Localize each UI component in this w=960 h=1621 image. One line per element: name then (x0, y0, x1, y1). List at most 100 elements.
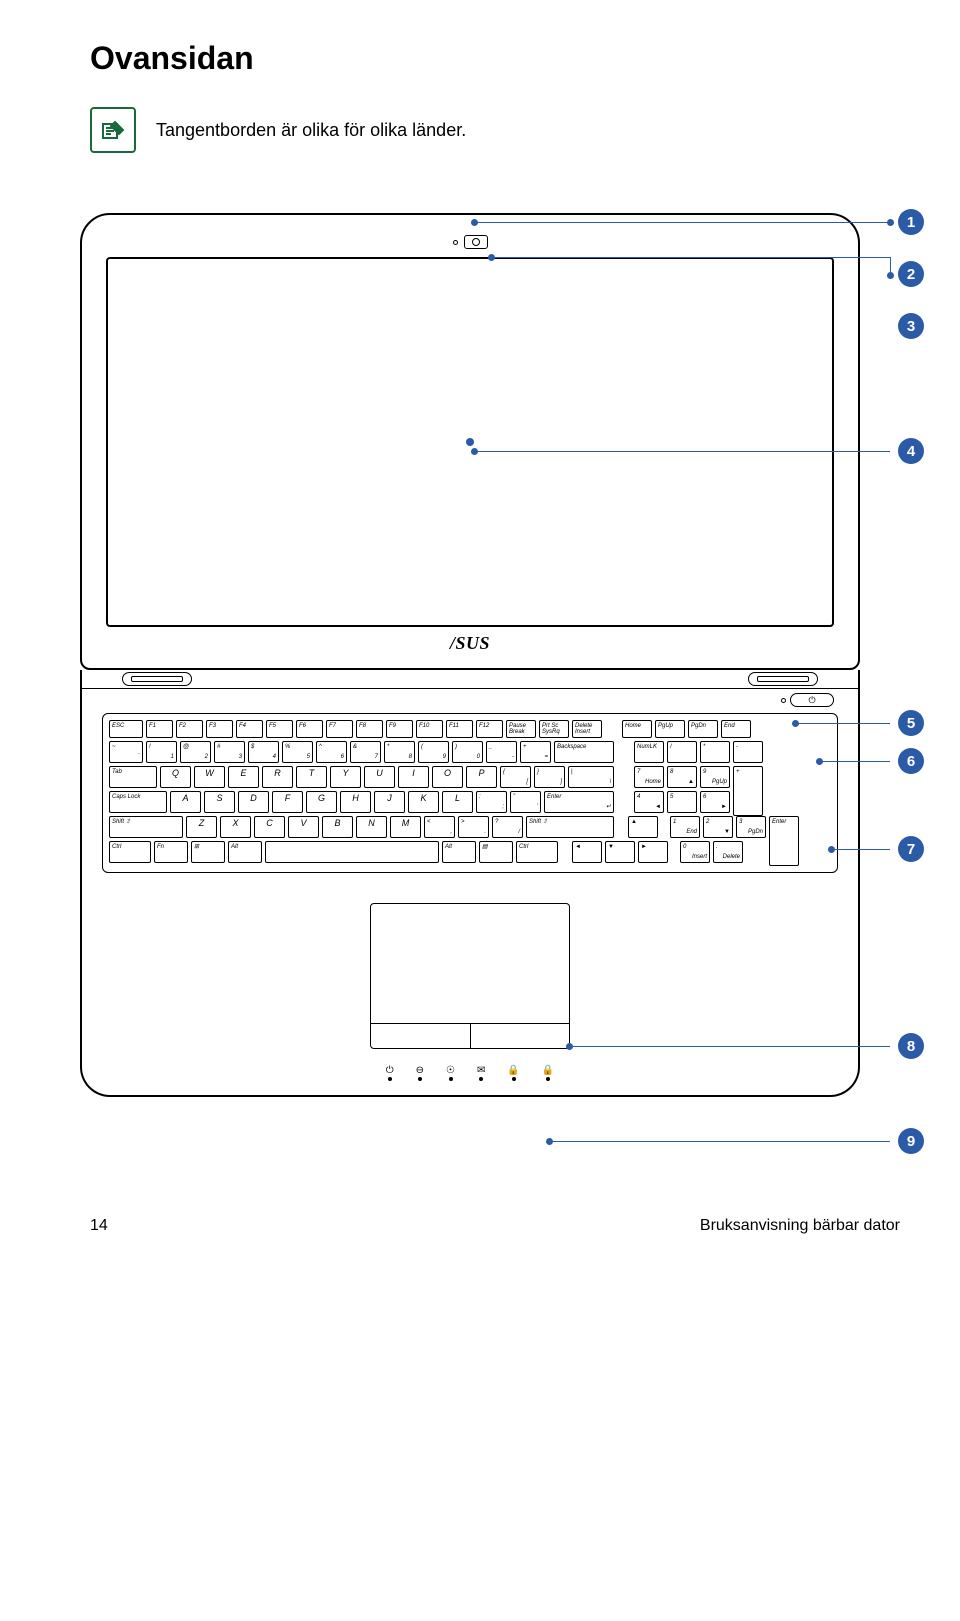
key[interactable]: N (356, 816, 387, 838)
key[interactable]: A (170, 791, 201, 813)
key[interactable]: F10 (416, 720, 443, 738)
key[interactable]: 1End (670, 816, 700, 838)
key[interactable]: F8 (356, 720, 383, 738)
key[interactable]: |\ (568, 766, 614, 788)
key[interactable]: %5 (282, 741, 313, 763)
key[interactable]: 6► (700, 791, 730, 813)
key[interactable]: Home (622, 720, 652, 738)
key[interactable]: T (296, 766, 327, 788)
key[interactable]: 7Home (634, 766, 664, 788)
key[interactable]: X (220, 816, 251, 838)
key[interactable]: F12 (476, 720, 503, 738)
key[interactable]: F5 (266, 720, 293, 738)
key[interactable]: ESC (109, 720, 143, 738)
key[interactable]: (9 (418, 741, 449, 763)
key[interactable]: End (721, 720, 751, 738)
key[interactable]: Prt ScSysRq (539, 720, 569, 738)
key[interactable]: Shift ⇧ (109, 816, 183, 838)
key[interactable]: #3 (214, 741, 245, 763)
key[interactable]: ▲ (628, 816, 658, 838)
key[interactable]: Y (330, 766, 361, 788)
key[interactable]: ◄ (572, 841, 602, 863)
key[interactable]: O (432, 766, 463, 788)
key[interactable]: K (408, 791, 439, 813)
key[interactable]: S (204, 791, 235, 813)
key[interactable]: Ctrl (516, 841, 558, 863)
key[interactable]: ⊞ (191, 841, 225, 863)
key[interactable]: H (340, 791, 371, 813)
key[interactable]: {[ (500, 766, 531, 788)
touchpad-left-button[interactable] (371, 1024, 471, 1048)
key[interactable]: W (194, 766, 225, 788)
key[interactable]: 8▲ (667, 766, 697, 788)
key[interactable]: J (374, 791, 405, 813)
key[interactable]: 3PgDn (736, 816, 766, 838)
key[interactable]: E (228, 766, 259, 788)
key[interactable]: L (442, 791, 473, 813)
key[interactable]: 4◄ (634, 791, 664, 813)
key[interactable]: $4 (248, 741, 279, 763)
key[interactable]: F1 (146, 720, 173, 738)
key[interactable]: ^6 (316, 741, 347, 763)
power-button[interactable] (790, 693, 834, 707)
key[interactable]: _- (486, 741, 517, 763)
key[interactable]: G (306, 791, 337, 813)
key[interactable]: Z (186, 816, 217, 838)
key[interactable]: 0Insert (680, 841, 710, 863)
key[interactable]: 5 (667, 791, 697, 813)
key[interactable]: *8 (384, 741, 415, 763)
key[interactable]: @2 (180, 741, 211, 763)
key[interactable]: F4 (236, 720, 263, 738)
key[interactable]: :; (476, 791, 507, 813)
key[interactable]: Q (160, 766, 191, 788)
key[interactable]: DeleteInsert (572, 720, 602, 738)
key[interactable]: Enter (769, 816, 799, 866)
key[interactable]: * (700, 741, 730, 763)
key[interactable]: R (262, 766, 293, 788)
key[interactable] (265, 841, 439, 863)
key[interactable]: / (667, 741, 697, 763)
key[interactable]: "' (510, 791, 541, 813)
key[interactable]: <, (424, 816, 455, 838)
touchpad-right-button[interactable] (471, 1024, 570, 1048)
key[interactable]: Tab (109, 766, 157, 788)
key[interactable]: )0 (452, 741, 483, 763)
key[interactable]: 2▼ (703, 816, 733, 838)
key[interactable]: &7 (350, 741, 381, 763)
key[interactable]: ▼ (605, 841, 635, 863)
key[interactable]: D (238, 791, 269, 813)
key[interactable]: + (733, 766, 763, 816)
key[interactable]: F9 (386, 720, 413, 738)
key[interactable]: F11 (446, 720, 473, 738)
key[interactable]: Backspace (554, 741, 614, 763)
key[interactable]: 9PgUp (700, 766, 730, 788)
key[interactable]: V (288, 816, 319, 838)
key[interactable]: NumLK (634, 741, 664, 763)
key[interactable]: += (520, 741, 551, 763)
key[interactable]: - (733, 741, 763, 763)
key[interactable]: F2 (176, 720, 203, 738)
key[interactable]: M (390, 816, 421, 838)
key[interactable]: Caps Lock (109, 791, 167, 813)
key[interactable]: .Delete (713, 841, 743, 863)
key[interactable]: I (398, 766, 429, 788)
key[interactable]: PgUp (655, 720, 685, 738)
key[interactable]: F7 (326, 720, 353, 738)
key[interactable]: F6 (296, 720, 323, 738)
key[interactable]: F (272, 791, 303, 813)
key[interactable]: ?/ (492, 816, 523, 838)
key[interactable]: PgDn (688, 720, 718, 738)
key[interactable]: C (254, 816, 285, 838)
key[interactable]: Fn (154, 841, 188, 863)
key[interactable]: U (364, 766, 395, 788)
key[interactable]: Alt (442, 841, 476, 863)
key[interactable]: }] (534, 766, 565, 788)
key[interactable]: F3 (206, 720, 233, 738)
key[interactable]: PauseBreak (506, 720, 536, 738)
key[interactable]: >. (458, 816, 489, 838)
touchpad[interactable] (370, 903, 570, 1049)
key[interactable]: Ctrl (109, 841, 151, 863)
key[interactable]: Shift ⇧ (526, 816, 614, 838)
key[interactable]: ~` (109, 741, 143, 763)
key[interactable]: P (466, 766, 497, 788)
